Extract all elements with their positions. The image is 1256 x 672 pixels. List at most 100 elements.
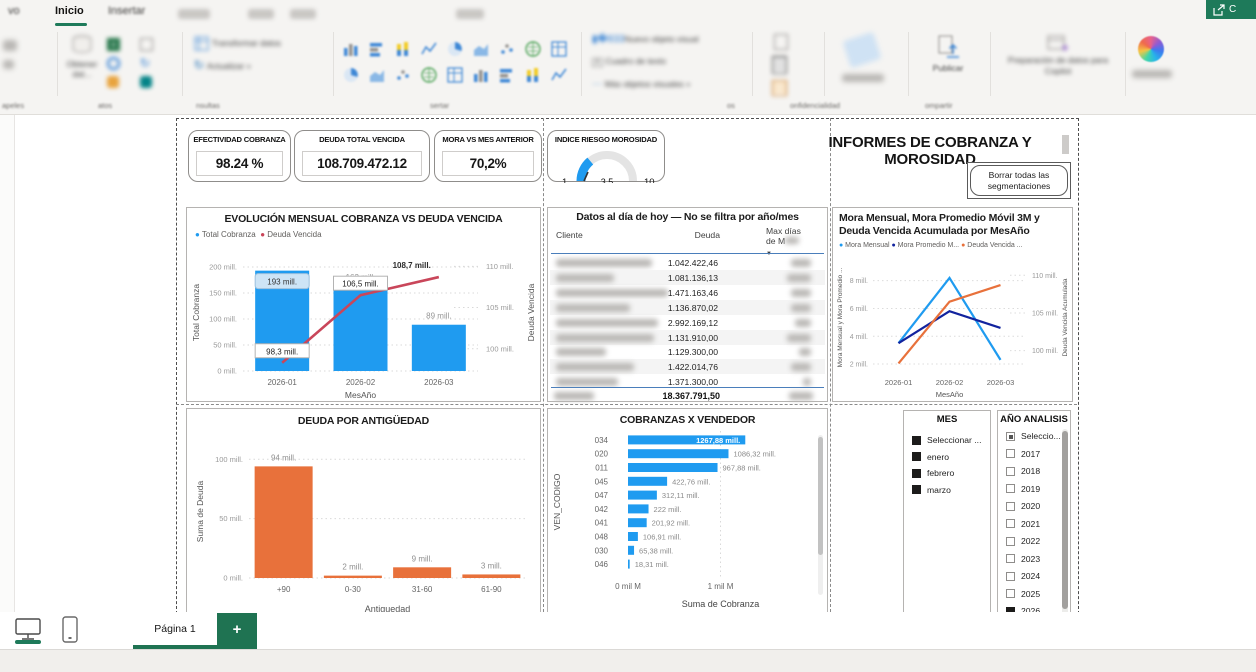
col-header-deuda[interactable]: Deuda (694, 230, 720, 240)
visual-type-icon-hbars[interactable] (498, 66, 516, 84)
line-Mora Mensual[interactable] (897, 275, 1002, 361)
desktop-view-icon[interactable] (15, 618, 41, 640)
scrollbar-thumb[interactable] (1062, 431, 1068, 609)
bar-0-30[interactable] (323, 575, 382, 578)
bar-011[interactable] (628, 463, 718, 472)
slicer-item-2020[interactable]: 2020 (1006, 501, 1040, 511)
table-datos-hoy[interactable]: Datos al día de hoy — No se filtra por a… (547, 207, 828, 402)
slicer-item-Seleccio...[interactable]: Seleccio... (1006, 431, 1061, 441)
checkbox-unchecked[interactable] (1006, 536, 1015, 546)
bar-030[interactable] (628, 545, 635, 555)
visual-type-icon-pie[interactable] (342, 66, 360, 84)
tab-blurred-3[interactable] (290, 9, 316, 19)
visual-type-icon-map[interactable] (420, 66, 438, 84)
copilot-icon[interactable] (1138, 36, 1164, 62)
new-measure-icon[interactable] (774, 34, 788, 50)
bar-046[interactable] (628, 559, 630, 569)
bar-31-60[interactable] (393, 567, 452, 578)
slicer-item-2017[interactable]: 2017 (1006, 449, 1040, 459)
scrollbar-thumb[interactable] (818, 437, 823, 555)
slicer-item-febrero[interactable]: febrero (912, 468, 954, 478)
tab-insertar[interactable]: Insertar (108, 5, 146, 17)
visual-type-icon-grid[interactable] (446, 66, 464, 84)
visual-type-icon-stack[interactable] (524, 66, 542, 84)
visual-type-icon-hbars[interactable] (368, 40, 386, 58)
clear-slicers-button[interactable]: Borrar todas las segmentaciones (967, 162, 1071, 199)
dataverse-icon[interactable] (107, 57, 120, 70)
line-Mora Promedio M...[interactable] (897, 310, 1001, 345)
tab-inicio[interactable]: Inicio (55, 5, 84, 17)
col-header-cliente[interactable]: Cliente (556, 230, 583, 240)
kpi-card-efectividad[interactable]: EFECTIVIDAD COBRANZA 98.24 % (188, 130, 291, 182)
slicer-item-2023[interactable]: 2023 (1006, 554, 1040, 564)
slicer-item-2018[interactable]: 2018 (1006, 466, 1040, 476)
slicer-item-2021[interactable]: 2021 (1006, 519, 1040, 529)
table-row[interactable]: 1.422.014,76 (550, 359, 825, 375)
table-row[interactable]: 1.042.422,46 (550, 255, 825, 270)
slicer-ano-analisis[interactable]: AÑO ANALISIS Seleccio... 2017 2018 2019 … (997, 410, 1071, 621)
slicer-item-2022[interactable]: 2022 (1006, 536, 1040, 546)
sensitivity-icon[interactable] (842, 31, 882, 69)
table-row[interactable]: 1.129.300,00 (550, 344, 825, 359)
line-Deuda Vencida ...[interactable] (897, 284, 1001, 365)
visual-type-icon-bars[interactable] (472, 66, 490, 84)
visual-type-icon-pie[interactable] (446, 40, 464, 58)
paste-icon[interactable] (3, 60, 14, 69)
table-row[interactable]: 1.131.910,00 (550, 329, 825, 345)
share-button[interactable]: C (1206, 0, 1256, 19)
checkbox-unchecked[interactable] (1006, 571, 1015, 581)
get-data-button[interactable]: Obtener dat... (64, 34, 100, 86)
refresh-source-icon[interactable]: ↻ (140, 56, 151, 70)
checkbox-unchecked[interactable] (1006, 519, 1015, 528)
checkbox-checked[interactable] (912, 435, 921, 445)
chart-mora-mensual[interactable]: Mora Mensual, Mora Promedio Móvil 3M y D… (832, 207, 1073, 402)
bar-+90[interactable] (254, 466, 313, 578)
tab-blurred-1[interactable] (178, 9, 210, 19)
visual-type-icon-scatter[interactable] (394, 66, 412, 84)
grid-source-icon[interactable] (140, 38, 153, 51)
slicer-item-2025[interactable]: 2025 (1006, 589, 1040, 599)
publish-button[interactable]: Publicar (922, 34, 974, 86)
chart-deuda-antiguedad[interactable]: DEUDA POR ANTIGÜEDAD 0 mill. 50 mill. 100 … (186, 408, 541, 621)
clipboard-icon[interactable] (3, 40, 17, 51)
slicer-item-enero[interactable]: enero (912, 452, 949, 462)
new-visual-button[interactable]: ▮�833Nuevo objeto visual (592, 34, 699, 50)
bar-2026-02[interactable] (333, 286, 388, 371)
bar-047[interactable] (628, 490, 657, 500)
transform-data-button[interactable]: Transformar datos (194, 36, 324, 54)
checkbox-partial[interactable] (1006, 431, 1015, 441)
visual-type-icon-map[interactable] (524, 40, 542, 58)
refresh-button[interactable]: ↻ Actualizar ▾ (194, 58, 304, 76)
bar-042[interactable] (628, 504, 649, 514)
visual-type-icon-stack[interactable] (394, 40, 412, 58)
chart-evolucion-cobranza[interactable]: EVOLUCIÓN MENSUAL COBRANZA VS DEUDA VENC… (186, 207, 541, 402)
sql-source-icon[interactable] (140, 76, 152, 88)
checkbox-unchecked[interactable] (1006, 449, 1015, 458)
table-row[interactable]: 1.371.300,00 (550, 374, 825, 389)
visual-type-icon-line[interactable] (550, 66, 568, 84)
checkbox-unchecked[interactable] (1006, 589, 1015, 598)
visual-type-icon-grid[interactable] (550, 40, 568, 58)
bar-61-90[interactable] (462, 574, 521, 578)
kpi-card-deuda-total[interactable]: DEUDA TOTAL VENCIDA 108.709.472.12 (294, 130, 430, 182)
add-page-button[interactable]: + (217, 613, 257, 645)
bar-045[interactable] (628, 476, 668, 486)
bar-034[interactable] (628, 435, 746, 445)
tab-archivo[interactable]: vo (8, 5, 20, 17)
bar-020[interactable] (628, 449, 729, 459)
checkbox-checked[interactable] (912, 452, 921, 461)
visual-type-icon-bars[interactable] (342, 40, 360, 58)
checkbox-unchecked[interactable] (1006, 466, 1015, 476)
text-box-button[interactable]: A Cuadro de texto (592, 56, 666, 72)
tab-blurred-2[interactable] (248, 9, 274, 19)
visual-type-icon-area[interactable] (368, 66, 386, 84)
table-row[interactable]: 1.081.136,13 (550, 269, 825, 285)
checkbox-checked[interactable] (912, 468, 921, 478)
more-visuals-button[interactable]: ⋯ Más objetos visuales ▾ (592, 79, 690, 95)
checkbox-checked[interactable] (912, 485, 921, 494)
bar-2026-03[interactable] (411, 324, 466, 371)
kpi-card-mora-mes[interactable]: MORA VS MES ANTERIOR 70,2% (434, 130, 542, 182)
checkbox-unchecked[interactable] (1006, 501, 1015, 511)
visual-type-icon-scatter[interactable] (498, 40, 516, 58)
textbox-scrollbar[interactable] (1062, 135, 1069, 154)
